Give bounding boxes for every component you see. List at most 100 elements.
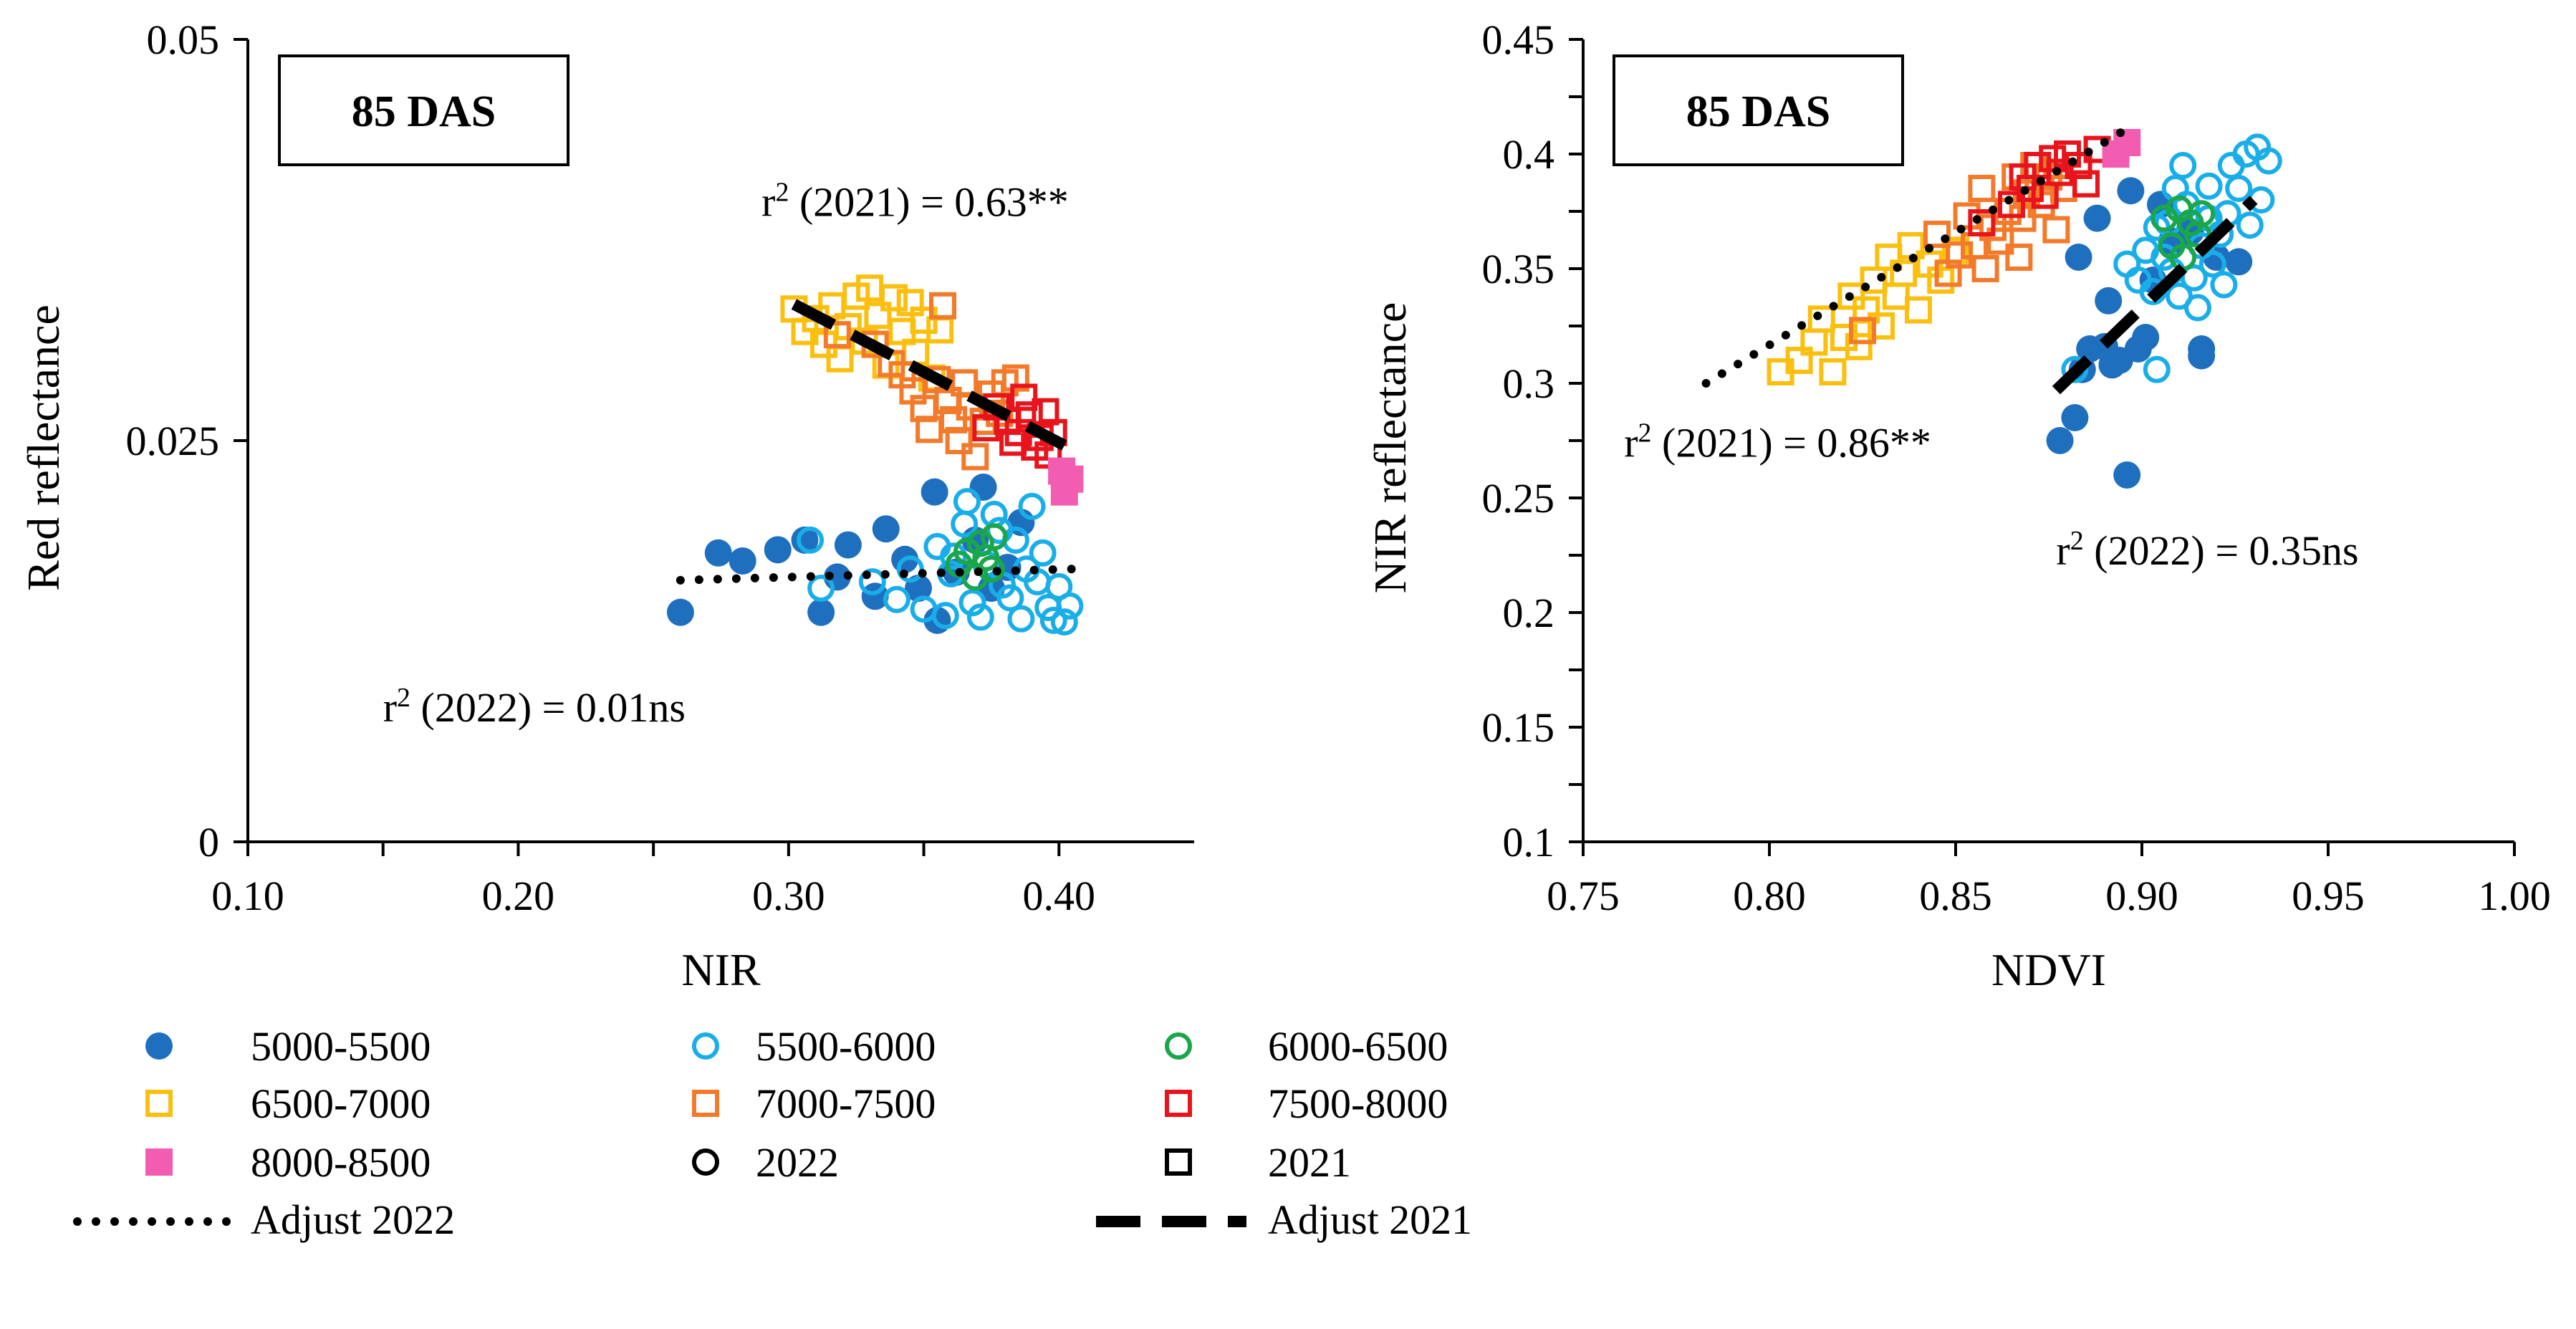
series-6500-7000 xyxy=(1767,232,1969,385)
r2-annotation-superscript: 2 xyxy=(397,683,410,713)
y-tick-label: 0.05 xyxy=(147,16,220,63)
data-point xyxy=(2005,244,2033,271)
r2-annotation-prefix: r xyxy=(1624,419,1638,466)
legend-label: 5500-6000 xyxy=(756,1023,936,1070)
series-7500-8000 xyxy=(1968,135,2111,236)
legend-label: 8000-8500 xyxy=(251,1139,431,1186)
data-point xyxy=(2031,181,2059,209)
legend: 5000-5500 5500-6000 6000-6500 6500-7000 7000… xyxy=(73,1023,1472,1243)
data-point xyxy=(1050,608,1078,636)
y-tick-label: 0.25 xyxy=(1482,475,1555,522)
legend-swatch xyxy=(1165,1090,1192,1117)
legend-label: Adjust 2021 xyxy=(1268,1196,1472,1243)
data-point xyxy=(834,531,862,559)
legend-label: 2021 xyxy=(1268,1139,1351,1186)
legend-label: 7000-7500 xyxy=(756,1080,936,1127)
data-point xyxy=(2046,158,2074,186)
y-tick-label: 0.15 xyxy=(1482,704,1555,751)
data-point xyxy=(2132,324,2160,351)
data-point xyxy=(1807,305,1835,333)
data-point xyxy=(883,585,910,613)
data-point xyxy=(2169,152,2197,179)
x-tick-label: 0.90 xyxy=(2105,873,2178,919)
x-tick-label: 1.00 xyxy=(2478,873,2551,919)
data-point xyxy=(2039,145,2067,173)
data-point xyxy=(797,526,825,554)
data-point xyxy=(980,523,1008,551)
x-tick-label: 0.80 xyxy=(1733,873,1806,919)
r2-annotation-superscript: 2 xyxy=(1638,418,1652,448)
data-point xyxy=(1029,539,1057,567)
legend-label: 6500-7000 xyxy=(251,1080,431,1127)
r2-annotation-value: (2021) = 0.63** xyxy=(789,178,1068,225)
data-point xyxy=(966,529,994,557)
y-axis-label: Red reflectance xyxy=(18,304,69,591)
data-point xyxy=(858,568,886,596)
data-point xyxy=(969,473,997,501)
legend-item-2021: 2021 xyxy=(1165,1139,1351,1186)
x-axis-label: NIR xyxy=(681,944,761,995)
legend-item-5500-6000: 5500-6000 xyxy=(692,1023,936,1070)
r2-annotation: r2 (2021) = 0.63** xyxy=(761,177,1069,225)
data-point xyxy=(2046,427,2074,454)
r2-annotation-superscript: 2 xyxy=(775,177,789,207)
legend-item-6000-6500: 6000-6500 xyxy=(1165,1023,1448,1070)
data-point xyxy=(1050,478,1078,506)
data-point xyxy=(2061,355,2089,383)
y-tick-label: 0.35 xyxy=(1482,246,1555,292)
legend-item-8000-8500: 8000-8500 xyxy=(145,1139,431,1186)
title-box xyxy=(278,54,569,166)
legend-label: 7500-8000 xyxy=(1268,1080,1448,1127)
data-point xyxy=(2065,152,2092,179)
data-point xyxy=(1845,332,1873,360)
r2-annotation-superscript: 2 xyxy=(2070,526,2084,556)
data-point xyxy=(1927,267,1955,294)
data-point xyxy=(864,302,892,330)
r2-annotation-value: (2021) = 0.86** xyxy=(1652,419,1931,466)
x-tick-label: 0.10 xyxy=(211,873,284,919)
data-point xyxy=(880,284,908,312)
legend-swatch xyxy=(145,1032,173,1060)
y-tick-label: 0.4 xyxy=(1503,131,1555,178)
x-tick-label: 0.85 xyxy=(1919,873,1992,919)
data-point xyxy=(1968,175,1996,202)
data-point xyxy=(1001,364,1029,392)
legend-item-2022: 2022 xyxy=(692,1139,839,1186)
data-point xyxy=(1868,312,1895,340)
data-point xyxy=(791,526,819,554)
legend-swatch xyxy=(145,1148,173,1176)
data-point xyxy=(1905,296,1932,324)
data-point xyxy=(931,602,959,630)
data-point xyxy=(872,515,900,543)
legend-item-7000-7500: 7000-7500 xyxy=(692,1080,936,1127)
legend-item-5000-5500: 5000-5500 xyxy=(145,1023,431,1070)
data-point xyxy=(2188,200,2216,228)
legend-item-Adjust 2022: Adjust 2022 xyxy=(73,1196,455,1243)
legend-label: 2022 xyxy=(756,1139,839,1186)
legend-label: Adjust 2022 xyxy=(251,1196,455,1243)
x-tick-label: 0.95 xyxy=(2292,873,2365,919)
data-point xyxy=(826,345,854,373)
data-point xyxy=(2117,177,2145,205)
data-point xyxy=(1056,592,1084,620)
data-point xyxy=(1882,282,1910,310)
data-point xyxy=(966,603,994,631)
data-point xyxy=(2195,172,2223,200)
r2-annotation-prefix: r xyxy=(761,178,775,225)
y-tick-label: 0.2 xyxy=(1503,590,1555,636)
data-point xyxy=(1860,267,1888,294)
data-point xyxy=(986,517,1014,544)
x-tick-label: 0.20 xyxy=(482,873,555,919)
legend-swatch xyxy=(1165,1148,1192,1176)
data-point xyxy=(1039,606,1067,634)
data-point xyxy=(961,443,989,471)
data-point xyxy=(1923,221,1951,248)
legend-swatch xyxy=(692,1032,719,1060)
data-point xyxy=(2143,355,2171,383)
data-point xyxy=(1837,282,1865,310)
data-point xyxy=(2042,216,2070,244)
data-point xyxy=(704,539,732,567)
fit-line-2021 xyxy=(791,299,1067,451)
chart-panel-1: 0.10 0.20 0.30 0.40 0 0.025 0.05 NIR Red reflect… xyxy=(18,16,1194,995)
